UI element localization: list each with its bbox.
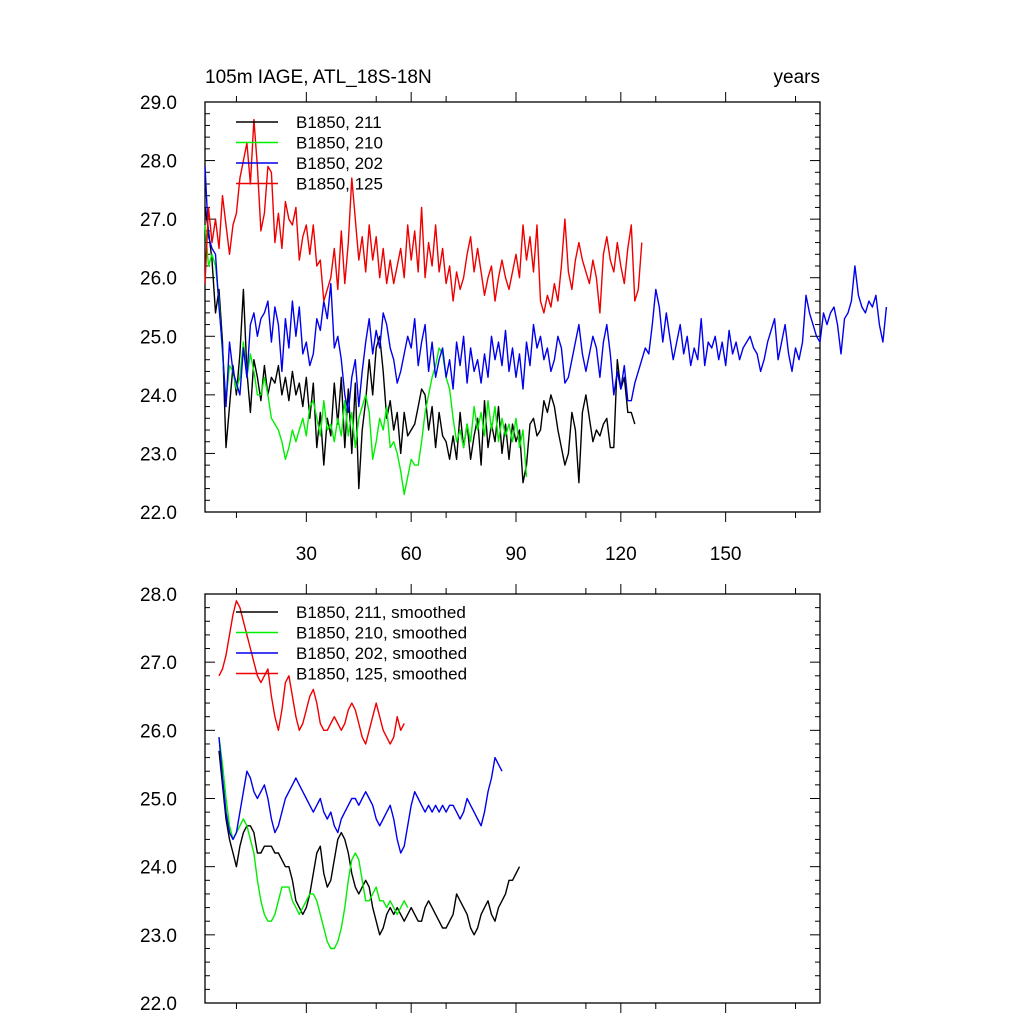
series-line (204, 224, 528, 496)
legend-label: B1850, 211 (296, 113, 382, 132)
y-tick-label: 26.0 (140, 721, 177, 742)
series-line (218, 737, 409, 950)
y-tick-label: 27.0 (140, 210, 177, 231)
series-line (218, 750, 521, 936)
legend-label: B1850, 211, smoothed (296, 603, 466, 622)
y-tick-label: 24.0 (140, 858, 177, 879)
x-tick-label: 150 (710, 544, 742, 565)
y-tick-label: 22.0 (140, 503, 177, 524)
top-panel: 22.0 23.0 24.0 25.0 26.0 27.0 28.0 29.0 30 60 90 12… (140, 92, 888, 565)
legend-label: B1850, 202 (296, 154, 383, 173)
y-tick-label: 23.0 (140, 444, 177, 465)
x-tick-label: 30 (296, 544, 317, 565)
legend-label: B1850, 202, smoothed (296, 644, 467, 663)
series-line (204, 118, 643, 314)
y-tick-label: 29.0 (140, 93, 177, 114)
series-line (218, 600, 405, 745)
y-tick-label: 28.0 (140, 585, 177, 606)
y-tick-label: 26.0 (140, 269, 177, 290)
bottom-panel: 22.0 23.0 24.0 25.0 26.0 27.0 28.0 B1850, 211, … (140, 584, 821, 1015)
y-tick-label: 28.0 (140, 152, 177, 173)
y-tick-label: 24.0 (140, 386, 177, 407)
series-line (204, 166, 888, 414)
legend-label: B1850, 210 (296, 134, 383, 153)
legend-label: B1850, 125 (296, 175, 383, 194)
legend-label: B1850, 125, smoothed (296, 665, 467, 684)
y-tick-label: 25.0 (140, 327, 177, 348)
y-tick-label: 22.0 (140, 994, 177, 1015)
y-tick-label: 27.0 (140, 653, 177, 674)
x-tick-label: 90 (505, 544, 526, 565)
chart-title: 105m IAGE, ATL_18S-18N (205, 67, 432, 88)
y-tick-label: 23.0 (140, 926, 177, 947)
legend-label: B1850, 210, smoothed (296, 624, 467, 643)
series-line (218, 737, 503, 854)
y-tick-label: 25.0 (140, 790, 177, 811)
x-axis-label: years (774, 67, 820, 88)
plot-frame (204, 101, 821, 513)
x-tick-label: 60 (401, 544, 422, 565)
x-tick-label: 120 (605, 544, 637, 565)
series-line (204, 207, 636, 490)
